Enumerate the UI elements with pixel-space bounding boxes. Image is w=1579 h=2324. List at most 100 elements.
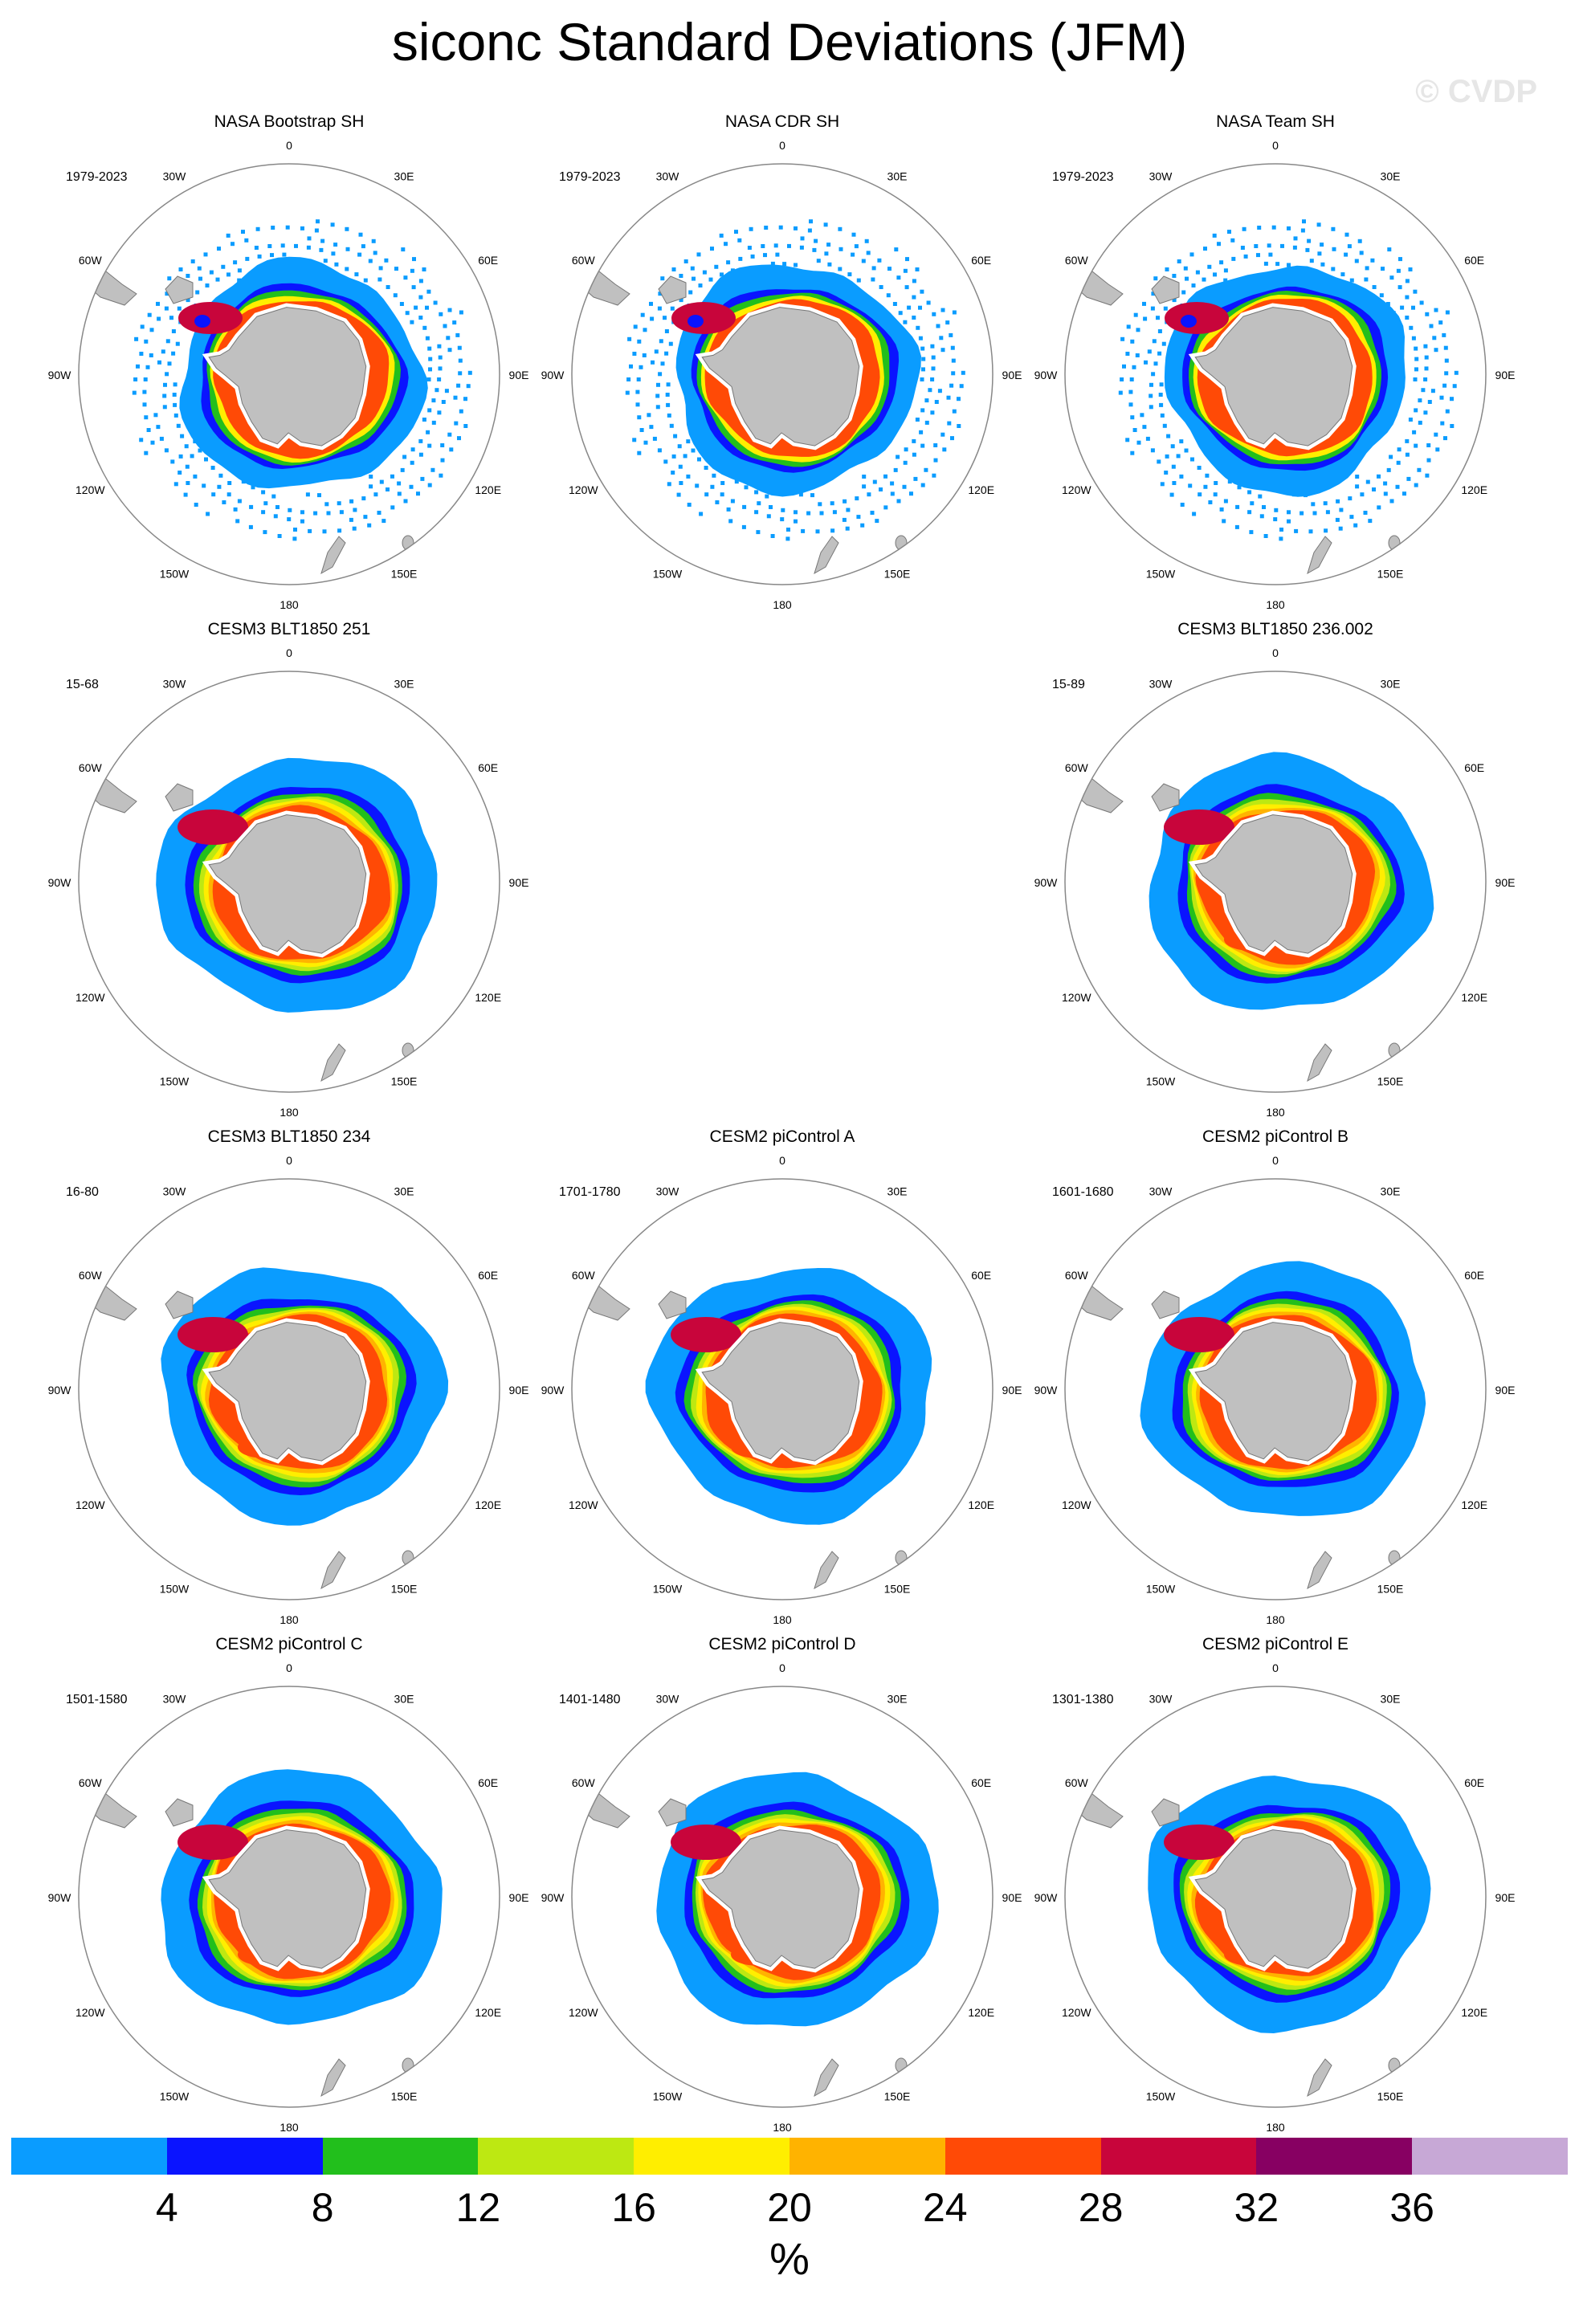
sic-cell (1435, 447, 1440, 452)
longitude-label: 180 (1266, 598, 1285, 611)
sic-cell (666, 382, 671, 387)
sic-cell (656, 382, 660, 387)
antarctic-peninsula (165, 275, 194, 304)
sic-cell (218, 473, 223, 478)
sic-cell (704, 492, 709, 497)
sic-cell (912, 438, 916, 443)
longitude-label: 150W (1146, 1075, 1176, 1088)
sic-cell (305, 492, 310, 497)
sic-cell (183, 492, 188, 497)
colorbar-tick-label: 28 (1078, 2185, 1124, 2230)
sic-cell (357, 252, 362, 257)
sic-cell (830, 528, 835, 533)
longitude-label: 0 (286, 139, 292, 152)
colorbar-swatch (11, 2138, 167, 2175)
sic-cell (458, 358, 463, 363)
sic-cell (626, 377, 631, 381)
sic-cell (666, 402, 671, 407)
longitude-label: 60W (79, 1776, 103, 1789)
sic-cell (140, 324, 145, 329)
sic-cell (447, 348, 452, 353)
sic-cell (271, 226, 275, 230)
sic-cell (300, 519, 304, 524)
sic-cell (810, 493, 814, 498)
sic-cell (1256, 253, 1260, 258)
sic-cell (132, 390, 137, 395)
sic-cell (1307, 239, 1312, 243)
antarctic-peninsula (658, 1798, 687, 1827)
sic-cell (1445, 310, 1450, 315)
sic-cell (845, 526, 850, 531)
longitude-label: 60E (478, 761, 498, 774)
sic-cell (1450, 397, 1454, 402)
sic-cell (1360, 492, 1365, 497)
panel-title: CESM2 piControl A (709, 1127, 855, 1146)
longitude-label: 90E (509, 1891, 529, 1904)
sic-cell (1344, 252, 1348, 257)
sic-cell (1429, 324, 1434, 328)
sic-cell (692, 276, 696, 281)
sic-cell (1128, 402, 1133, 407)
antarctica-landmass (1194, 307, 1353, 446)
sic-cell (1325, 510, 1330, 515)
longitude-label: 120E (1461, 483, 1487, 496)
sic-cell (770, 261, 775, 266)
sic-cell (657, 306, 662, 311)
sic-cell (349, 499, 354, 504)
colorbar (11, 2138, 1568, 2175)
sic-cell (1257, 226, 1262, 230)
sic-cell (1158, 393, 1163, 397)
sic-cell (165, 292, 169, 296)
antarctica-landmass (208, 1829, 367, 1969)
sic-cell (307, 236, 312, 241)
sic-cell (664, 351, 669, 356)
sic-cell (139, 438, 144, 442)
sic-cell (921, 357, 926, 361)
sic-cell (1157, 459, 1161, 464)
sic-cell (957, 397, 961, 402)
sic-cell (402, 455, 407, 459)
panel-period: 1401-1480 (559, 1693, 621, 1706)
sic-cell (411, 285, 416, 290)
sic-cell (1400, 305, 1405, 310)
longitude-label: 0 (779, 1154, 785, 1167)
sic-cell (683, 259, 688, 263)
sic-cell (222, 500, 226, 504)
sic-cell (664, 329, 669, 333)
sic-cell (1164, 471, 1169, 475)
sic-cell (686, 439, 691, 444)
colorbar-tick-label: 36 (1389, 2185, 1434, 2230)
sic-cell (1405, 452, 1410, 457)
sic-cell (1247, 490, 1252, 495)
sic-cell (320, 239, 325, 243)
colorbar-swatch (1256, 2138, 1413, 2175)
sic-cell (683, 454, 687, 459)
sic-cell (1222, 519, 1226, 524)
sic-cell (1424, 366, 1429, 371)
sic-cell (951, 371, 956, 376)
sic-cell (202, 483, 206, 488)
sic-cell (416, 491, 420, 496)
sic-cell (1143, 316, 1148, 321)
sic-cell (427, 483, 432, 487)
sic-cell (198, 448, 202, 453)
longitude-label: 150E (391, 2090, 418, 2103)
longitude-label: 120W (75, 483, 105, 496)
sic-cell (875, 519, 879, 524)
longitude-label: 120E (1461, 991, 1487, 1004)
sic-cell (766, 514, 771, 519)
sic-cell (134, 336, 139, 341)
sic-cell (1122, 364, 1126, 369)
sic-cell (149, 353, 153, 357)
sic-cell (1357, 239, 1362, 243)
longitude-label: 150W (653, 1583, 683, 1596)
sic-cell (381, 519, 386, 524)
sic-cell (1434, 348, 1438, 353)
sic-cell (146, 428, 151, 432)
figure-title: siconc Standard Deviations (JFM) (391, 12, 1188, 71)
map-panel: NASA Team SH 1979-2023 0 30E 60E 90E 120E 150E 1… (1018, 112, 1532, 611)
south-america-landmass (1065, 1279, 1124, 1321)
sic-cell (1383, 491, 1388, 496)
sic-cell (271, 494, 276, 499)
sic-cell (806, 511, 811, 516)
